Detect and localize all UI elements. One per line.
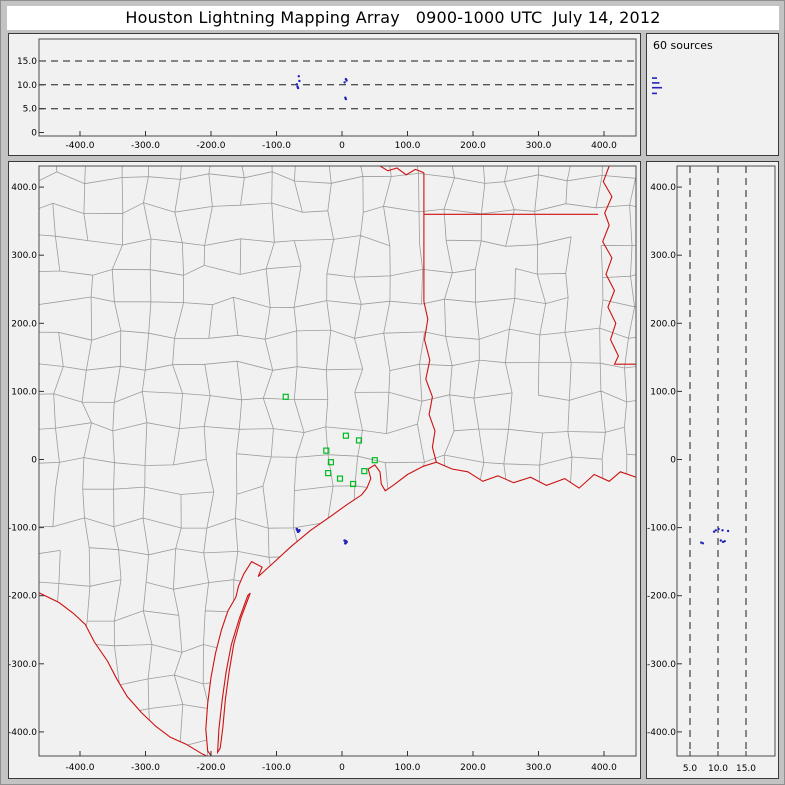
tick-label: 5.0 <box>23 105 38 115</box>
lma-station-marker <box>350 480 357 488</box>
county-boundaries <box>39 166 636 756</box>
tick-label: 100.0 <box>395 763 421 773</box>
tick-label: 400.0 <box>591 763 617 773</box>
lma-station-marker <box>336 475 344 482</box>
plot-frame <box>38 38 637 137</box>
tick-label: 10.0 <box>17 81 37 91</box>
lightning-source-point <box>721 529 724 532</box>
tick-label: -100.0 <box>8 524 37 534</box>
tick-label: 0 <box>339 763 345 773</box>
tick-label: 300.0 <box>650 251 676 261</box>
altitude-vs-eastwest-panel[interactable]: -400.0 -300.0 -200.0 -100.0 0 100.0 200.0 300.0… <box>8 33 641 156</box>
tick-label: -200.0 <box>196 763 225 773</box>
lightning-source-point <box>344 77 348 81</box>
lightning-source-point <box>723 540 726 543</box>
tick-label: -300.0 <box>8 660 37 670</box>
lma-station-marker <box>323 447 330 454</box>
tick-label: 300.0 <box>526 141 552 151</box>
lightning-source-point <box>295 527 299 531</box>
lightning-source-point <box>717 527 720 531</box>
altitude-histogram-panel[interactable] <box>646 33 779 156</box>
tick-label: -400.0 <box>65 141 94 151</box>
tick-label: 0 <box>31 129 37 139</box>
lightning-source-point <box>298 79 301 83</box>
lightning-source-point <box>714 529 717 532</box>
tick-label: -100.0 <box>647 524 676 534</box>
tick-label: -400.0 <box>8 728 37 738</box>
tick-label: -200.0 <box>8 592 37 602</box>
tick-label: 200.0 <box>460 763 486 773</box>
lma-station-marker <box>325 470 332 477</box>
lightning-source-point <box>701 542 705 545</box>
county-layer <box>39 166 636 756</box>
tick-label: -100.0 <box>262 763 291 773</box>
lightning-source-point <box>296 86 300 90</box>
lightning-source-point <box>297 75 300 78</box>
panel-border <box>646 33 779 156</box>
tick-label: 300.0 <box>526 763 552 773</box>
plot-frame <box>676 165 776 757</box>
lightning-source-point <box>726 529 730 533</box>
tick-label: -400.0 <box>647 728 676 738</box>
tick-label: -400.0 <box>65 763 94 773</box>
source-count-label: 60 sources <box>653 39 713 52</box>
page-title: Houston Lightning Mapping Array 0900-100… <box>125 8 661 27</box>
map-area[interactable] <box>22 161 641 778</box>
tick-label: 400.0 <box>650 183 676 193</box>
panel-border <box>8 161 641 779</box>
texas-louisiana-border <box>423 172 437 463</box>
tick-label: 0 <box>31 456 37 466</box>
plot-frame <box>38 165 637 757</box>
tick-label: 200.0 <box>460 141 486 151</box>
tick-label: 5.0 <box>683 764 698 774</box>
tick-label: 300.0 <box>11 251 37 261</box>
altitude-vs-northsouth-panel[interactable]: 5.0 10.0 15.0 400.0 300.0 200.0 100.0 0 -100.0 -2… <box>646 161 779 779</box>
lma-station-marker <box>371 457 378 464</box>
lma-station-marker <box>355 437 363 444</box>
tick-label: -200.0 <box>647 592 676 602</box>
tick-label: 200.0 <box>650 319 676 329</box>
lightning-source-point <box>719 539 722 542</box>
lma-station-marker <box>342 432 349 439</box>
panel-border <box>646 161 779 779</box>
tick-label: -300.0 <box>647 660 676 670</box>
tick-label: 100.0 <box>395 141 421 151</box>
tick-label: -300.0 <box>131 141 160 151</box>
lightning-source-point <box>298 529 301 532</box>
tick-label: 400.0 <box>591 141 617 151</box>
tick-label: 0 <box>339 141 345 151</box>
plan-view-map-panel[interactable]: -400.0 -300.0 -200.0 -100.0 0 100.0 200.0 300.0… <box>8 161 641 779</box>
tick-label: -300.0 <box>131 763 160 773</box>
tick-label: 10.0 <box>708 764 728 774</box>
lightning-source-point <box>343 539 346 542</box>
tick-label: 0 <box>670 456 676 466</box>
tick-label: 15.0 <box>736 764 756 774</box>
barrier-island <box>216 592 251 755</box>
tick-label: 400.0 <box>11 183 37 193</box>
tick-label: 100.0 <box>650 387 676 397</box>
lightning-source-point <box>344 96 347 99</box>
lightning-source-point <box>344 542 347 545</box>
coastline <box>205 461 636 756</box>
lightning-source-point <box>712 530 716 533</box>
lma-station-marker <box>327 459 334 466</box>
lightning-source-point <box>295 83 298 86</box>
tick-label: 15.0 <box>17 57 37 67</box>
tick-label: -200.0 <box>196 141 225 151</box>
mississippi-river-border <box>602 166 636 365</box>
tick-label: -100.0 <box>262 141 291 151</box>
lma-station-marker <box>282 393 289 400</box>
rio-grande-border <box>39 592 209 756</box>
panel-border <box>8 33 641 156</box>
tick-label: 200.0 <box>11 319 37 329</box>
tick-label: 100.0 <box>11 387 37 397</box>
red-river-border <box>379 166 425 176</box>
lma-station-marker <box>361 468 368 475</box>
lightning-source-point <box>343 81 346 84</box>
title-bar: Houston Lightning Mapping Array 0900-100… <box>7 6 779 30</box>
